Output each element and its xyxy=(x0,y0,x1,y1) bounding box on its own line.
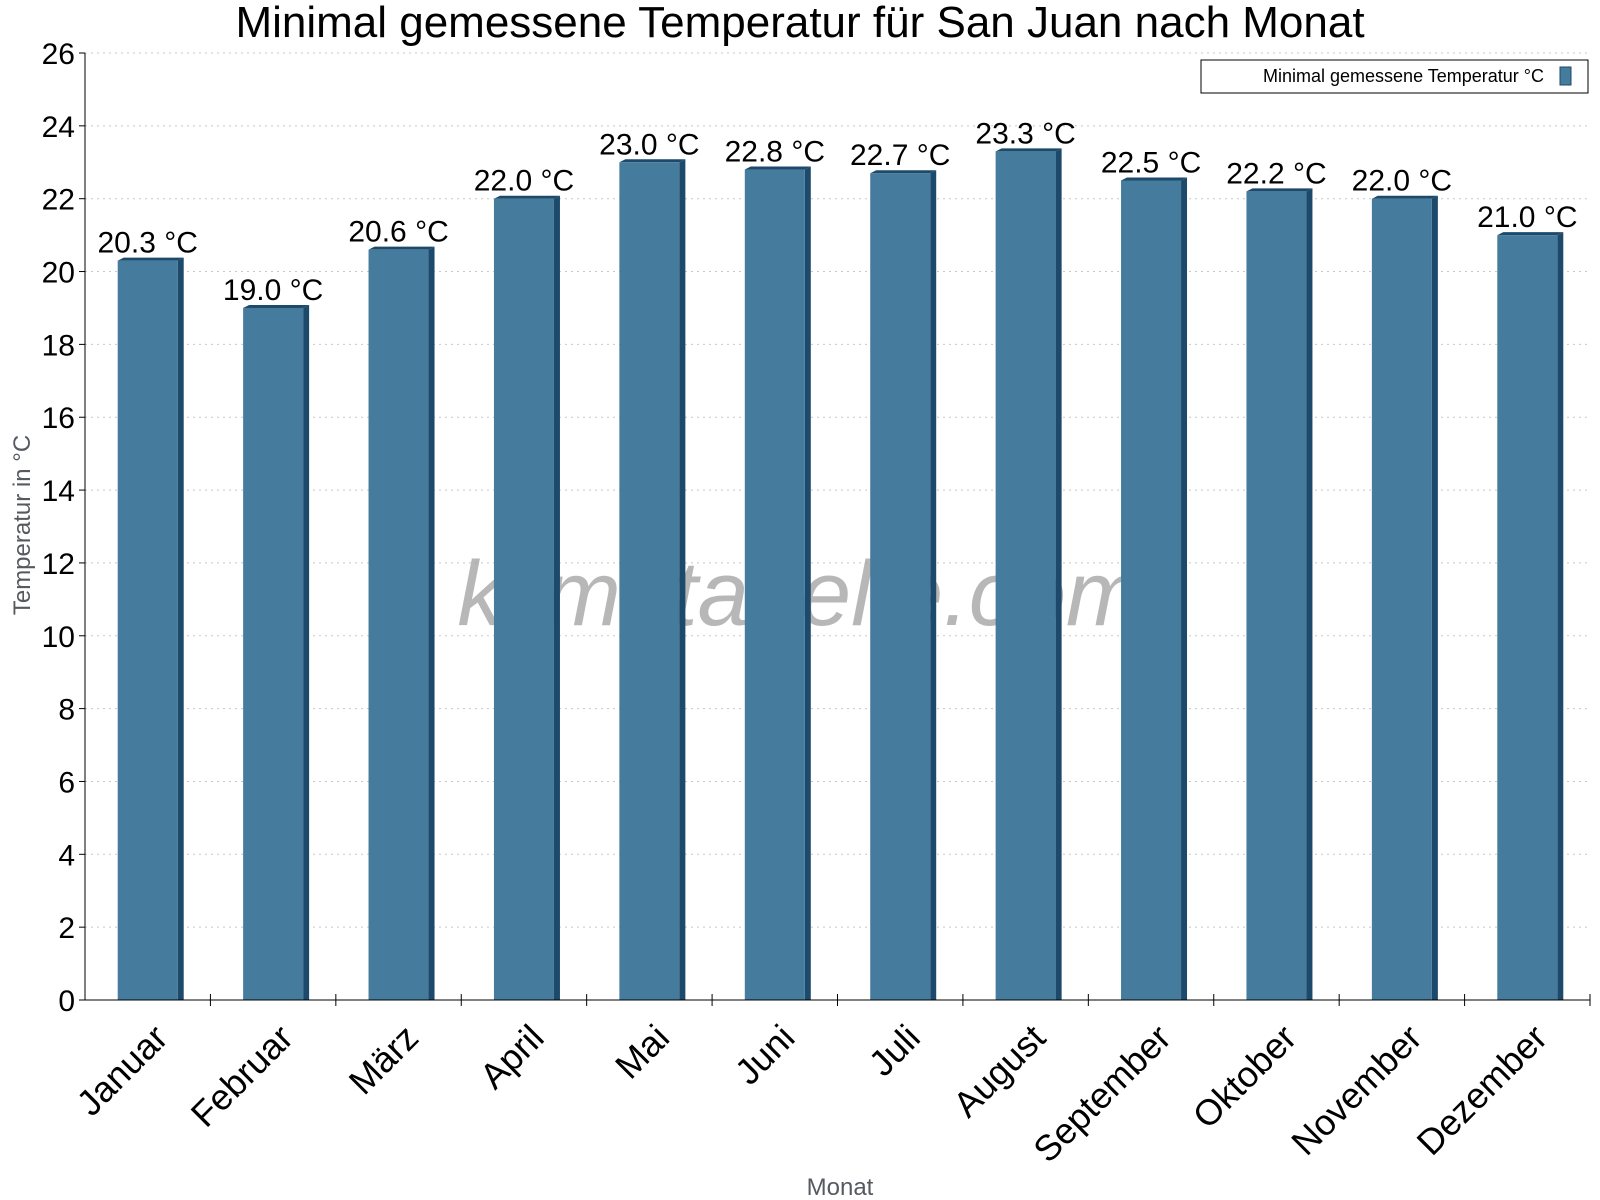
bar xyxy=(744,166,811,1001)
bar-face xyxy=(744,169,805,1001)
bar-top xyxy=(1371,195,1438,199)
x-tick-label: Juni xyxy=(727,1017,803,1093)
bar-face xyxy=(1121,180,1182,1000)
bar xyxy=(1497,232,1564,1001)
bar xyxy=(1246,188,1313,1000)
bar-face xyxy=(995,151,1056,1001)
bar-top xyxy=(493,195,560,199)
bar xyxy=(368,246,435,1000)
bar xyxy=(493,195,560,1000)
bar-side xyxy=(679,159,686,1000)
x-tick-label: November xyxy=(1283,1017,1429,1163)
bar-face xyxy=(1246,191,1307,1000)
y-tick-label: 2 xyxy=(58,912,75,945)
bar-face xyxy=(1497,235,1558,1001)
y-tick-label: 24 xyxy=(42,111,75,144)
y-tick-label: 16 xyxy=(42,402,75,435)
bars xyxy=(117,148,1564,1001)
y-tick-label: 20 xyxy=(42,257,75,290)
x-tick-label: September xyxy=(1025,1017,1179,1171)
bar-side xyxy=(303,304,310,1000)
y-tick-label: 0 xyxy=(58,985,75,1018)
data-label: 22.0 °C xyxy=(474,165,574,198)
x-tick-label: Dezember xyxy=(1409,1017,1555,1163)
data-label: 22.5 °C xyxy=(1101,146,1201,179)
bar-side xyxy=(930,170,937,1000)
data-label: 22.0 °C xyxy=(1352,165,1452,198)
legend-swatch xyxy=(1559,66,1572,86)
x-tick-label: Oktober xyxy=(1185,1017,1305,1137)
y-tick-label: 18 xyxy=(42,329,75,362)
data-label: 21.0 °C xyxy=(1477,201,1577,234)
x-tick-label: März xyxy=(341,1017,427,1103)
x-tick-label: Juli xyxy=(861,1017,928,1084)
bar-side xyxy=(1431,195,1438,1000)
bar-side xyxy=(804,166,811,1001)
data-label: 22.7 °C xyxy=(850,139,950,172)
bar-face xyxy=(493,198,554,1000)
bar-face xyxy=(117,260,178,1000)
data-label: 23.3 °C xyxy=(975,117,1075,150)
bar-top xyxy=(870,170,937,174)
bar-top xyxy=(1497,232,1564,236)
bar-side xyxy=(1055,148,1062,1001)
bar-side xyxy=(1557,232,1564,1001)
bar-side xyxy=(428,246,435,1000)
bar xyxy=(870,170,937,1000)
bar xyxy=(243,304,310,1000)
y-axis-label: Temperatur in °C xyxy=(9,435,36,615)
bar-side xyxy=(553,195,560,1000)
legend-box xyxy=(1200,59,1589,94)
bar xyxy=(619,159,686,1000)
x-tick-label: April xyxy=(472,1017,552,1097)
y-tick-label: 26 xyxy=(42,38,75,71)
bar-face xyxy=(1371,198,1432,1000)
data-label: 22.8 °C xyxy=(725,136,825,169)
y-tick-label: 22 xyxy=(42,184,75,217)
x-tick-label: Februar xyxy=(183,1017,301,1135)
bar-face xyxy=(243,307,304,1000)
y-tick-label: 10 xyxy=(42,621,75,654)
bar-top xyxy=(995,148,1062,152)
bar-side xyxy=(1306,188,1313,1000)
data-label: 20.6 °C xyxy=(348,216,448,249)
bar-top xyxy=(117,257,184,261)
chart-title: Minimal gemessene Temperatur für San Jua… xyxy=(235,0,1364,47)
data-label: 22.2 °C xyxy=(1226,157,1326,190)
bar xyxy=(1121,177,1188,1000)
data-labels: 20.3 °C 19.0 °C 20.6 °C 22.0 °C 23.0 °C 22.8 … xyxy=(98,117,1578,307)
x-axis-label: Monat xyxy=(807,1174,874,1200)
bar-top xyxy=(1121,177,1188,181)
bar-face xyxy=(619,162,680,1000)
data-label: 19.0 °C xyxy=(223,274,323,307)
x-tick-label: August xyxy=(945,1017,1053,1125)
bar xyxy=(1371,195,1438,1000)
bar xyxy=(117,257,184,1000)
bar-top xyxy=(368,246,435,250)
data-label: 23.0 °C xyxy=(599,128,699,161)
bar-top xyxy=(744,166,811,170)
bar-face xyxy=(870,173,931,1000)
bar-top xyxy=(1246,188,1313,192)
data-label: 20.3 °C xyxy=(98,227,198,260)
bar-side xyxy=(177,257,184,1000)
legend: Minimal gemessene Temperatur °C xyxy=(1200,59,1589,94)
x-tick-label: Januar xyxy=(69,1017,176,1124)
bar-top xyxy=(243,304,310,308)
legend-entry-label: Minimal gemessene Temperatur °C xyxy=(1263,66,1544,86)
bar-top xyxy=(619,159,686,163)
y-tick-label: 4 xyxy=(58,839,75,872)
y-tick-label: 8 xyxy=(58,694,75,727)
bar xyxy=(995,148,1062,1001)
y-tick-label: 12 xyxy=(42,548,75,581)
grid xyxy=(85,52,1590,928)
y-tick-label: 14 xyxy=(42,475,75,508)
y-tick-label: 6 xyxy=(58,766,75,799)
bar-face xyxy=(368,249,429,1000)
x-tick-label: Mai xyxy=(607,1017,677,1087)
bar-side xyxy=(1181,177,1188,1000)
